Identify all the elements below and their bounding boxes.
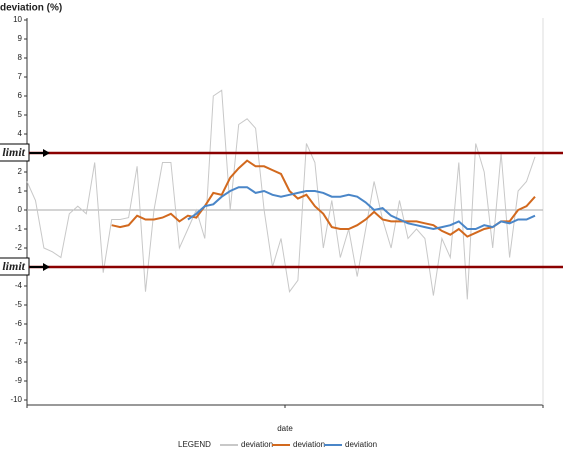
legend-label: deviation [293,440,325,449]
y-tick-label: 10 [13,15,22,24]
y-tick-label: -7 [15,338,23,347]
legend-title: LEGEND [178,440,211,449]
y-tick-label: -4 [15,281,23,290]
limit-box [0,143,30,162]
x-axis-label: date [277,424,293,433]
limit-label: r limit [0,145,26,159]
limit-arrowhead [43,149,50,157]
y-tick-label: -9 [15,376,23,385]
y-tick-label: 6 [18,91,23,100]
y-tick-label: 5 [18,110,23,119]
y-tick-label: 7 [18,72,23,81]
series-line [111,159,536,238]
y-tick-label: 4 [18,129,23,138]
limit-arrowhead [43,263,50,271]
y-tick-label: -5 [15,300,23,309]
y-tick-label: -2 [15,243,23,252]
y-tick-label: -1 [15,224,23,233]
legend-label: deviation [345,440,377,449]
y-tick-label: 9 [18,34,23,43]
y-tick-label: -6 [15,319,23,328]
y-tick-label: 1 [18,186,23,195]
y-tick-label: -10 [10,395,22,404]
y-tick-label: -8 [15,357,23,366]
limit-box [0,257,30,276]
y-tick-label: 8 [18,53,23,62]
legend-label: deviation [241,440,273,449]
y-tick-label: 2 [18,167,23,176]
series-line [187,186,536,231]
series-line [26,89,536,300]
y-tick-label: 0 [18,205,23,214]
limit-label: limit [2,259,25,273]
chart-title: deviation (%) [0,3,62,14]
